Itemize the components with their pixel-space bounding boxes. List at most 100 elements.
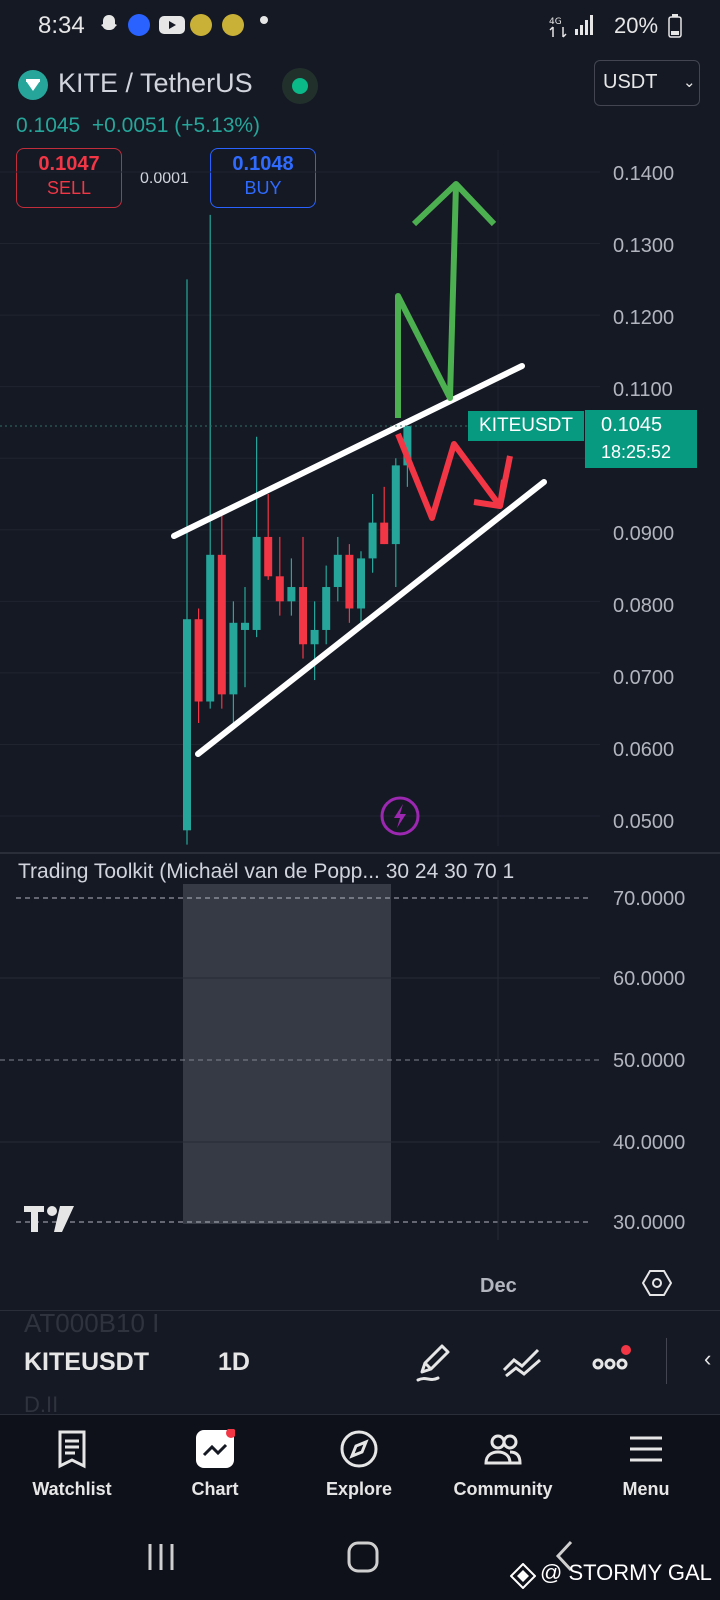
candle-body [391,465,400,545]
tradingview-logo-icon [24,1206,74,1232]
nav-explore[interactable]: Explore [289,1429,429,1509]
status-bar: 8:34 4G 20% [0,0,720,52]
nav-menu[interactable]: Menu [576,1429,716,1509]
candle-body [264,536,273,577]
price-axis-label: 0.1100 [613,379,673,401]
indicators-icon[interactable] [500,1340,544,1384]
candle [299,536,307,659]
nav-explore-label: Explore [325,1479,393,1499]
hamburger-menu-icon [630,1436,662,1462]
home-icon[interactable] [346,1540,380,1574]
collapse-toolbar-icon[interactable]: ‹ [704,1346,712,1371]
candle-body [357,558,365,609]
back-icon[interactable] [552,1538,576,1574]
spread-value: 0.0001 [140,170,189,187]
status-time: 8:34 [38,12,85,39]
candle [333,536,342,602]
youtube-icon [159,16,185,34]
indicator-axis-label: 70.0000 [613,888,686,910]
more-options-icon[interactable] [590,1340,634,1384]
indicator-axis-label: 60.0000 [613,968,686,990]
system-navigation [0,1516,720,1600]
candle-body [241,622,249,630]
candle [322,565,331,645]
indicator-pane[interactable] [0,880,600,1240]
app-notification-icon [128,14,150,36]
signal-icon [575,15,593,35]
symbol-selector[interactable]: KITEUSDT [24,1348,149,1376]
candle-body [368,522,377,559]
last-price-tag-value: 0.1045 [601,414,663,436]
buy-label: BUY [244,178,282,198]
candle-body [380,522,389,545]
recent-apps-icon[interactable] [144,1542,178,1572]
candle-countdown: 18:25:52 [601,442,672,462]
coin-app-icon-2 [222,14,244,36]
indicator-axis-label: 30.0000 [613,1212,686,1234]
candle-body [229,622,238,695]
price-change-percent: (+5.13%) [174,114,261,137]
green-arrow-head-icon [411,181,497,227]
community-icon [484,1434,522,1465]
candle [287,558,296,616]
candle [264,494,273,580]
battery-percentage: 20% [614,13,659,38]
chart-icon [196,1429,235,1468]
price-axis-label: 0.1400 [613,163,675,185]
candle-body [299,587,307,645]
nav-menu-label: Menu [622,1479,670,1499]
nav-community-label: Community [453,1479,553,1499]
bottom-navigation: Watchlist Chart Explore Community Menu [0,1414,720,1517]
candle [194,608,203,723]
battery-icon [668,14,682,38]
candles [183,214,412,845]
price-chart[interactable] [0,150,600,846]
binance-logo-icon [510,1563,536,1589]
symbol-price-tag: KITEUSDT [468,411,584,441]
red-arrow-head-icon [473,479,507,509]
svg-text:4G: 4G [549,17,562,27]
currency-select[interactable]: USDT ⌄ [594,60,700,106]
indicator-title[interactable]: Trading Toolkit (Michaël van de Popp... … [18,860,515,883]
candle-body [322,587,331,630]
channel-upper-line[interactable] [171,363,525,539]
price-axis-label: 0.1200 [613,307,675,329]
symbol-title[interactable]: KITE / TetherUS [58,68,253,98]
price-axis-label: 0.0600 [613,739,675,761]
pane-divider[interactable] [0,852,720,854]
coin-app-icon [190,14,212,36]
sell-button[interactable]: 0.1047 SELL [16,148,122,208]
buy-button[interactable]: 0.1048 BUY [210,148,316,208]
price-axis-label: 0.0500 [613,811,675,833]
last-price-tag: 0.1045 18:25:52 [585,410,697,468]
toolbar-divider [666,1338,667,1384]
green-projection-line[interactable] [395,183,459,418]
candle [391,458,400,588]
chart-drawings [171,181,547,757]
pencil-drawing-icon[interactable] [412,1340,456,1384]
nav-chart[interactable]: Chart [145,1429,285,1509]
market-open-dot-icon [292,78,308,94]
nav-community[interactable]: Community [433,1429,573,1509]
buy-price: 0.1048 [232,153,294,175]
market-open-indicator[interactable] [282,68,318,104]
compass-icon [340,1430,378,1468]
chevron-down-icon: ⌄ [683,74,696,91]
candle-body [403,426,412,466]
more-notifications-dot [260,16,268,24]
chart-settings-icon[interactable] [642,1268,672,1298]
channel-lower-line[interactable] [195,479,547,757]
alert-bolt-icon[interactable] [380,796,420,836]
interval-selector[interactable]: 1D [218,1348,250,1376]
candle-body [345,554,354,609]
candle [310,601,319,681]
price-change: +0.0051 [91,114,169,137]
candle-body [275,576,284,602]
last-price: 0.1045 [16,114,81,137]
nav-watchlist[interactable]: Watchlist [2,1429,142,1509]
kite-logo-icon [18,70,48,100]
candle [206,214,215,709]
candle-body [333,554,342,588]
chart-grid [0,150,600,846]
time-axis-label: Dec [480,1275,517,1297]
